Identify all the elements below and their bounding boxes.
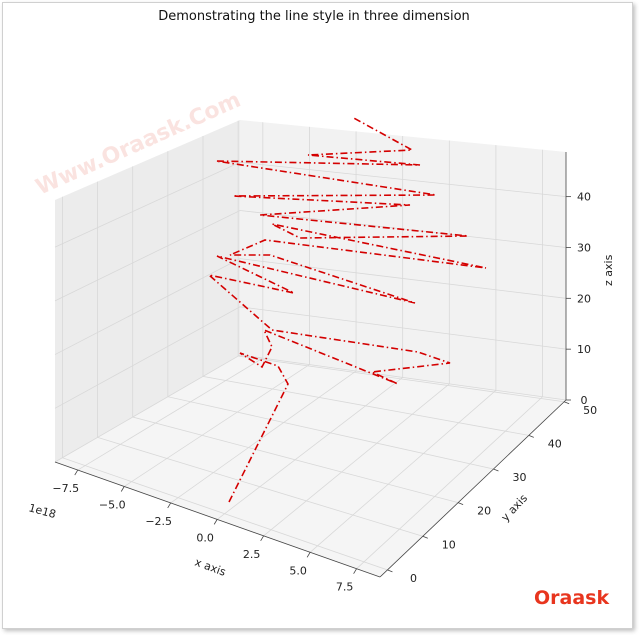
z-grid-line (54, 354, 567, 463)
chart-title: Demonstrating the line style in three di… (158, 9, 470, 24)
x-tick-label: 7.5 (336, 581, 354, 594)
x-tick-label: 0.0 (196, 531, 214, 544)
z-tick-label: 20 (577, 292, 591, 305)
series-layer (206, 116, 487, 503)
oraask-logo: Oraask (534, 587, 609, 609)
y-axis-line (379, 399, 567, 578)
z-tick-label: 0 (581, 394, 588, 407)
y-tick-mark (422, 535, 428, 539)
z-grid-line (54, 258, 567, 355)
x-tick-mark (74, 469, 79, 476)
x-tick-mark (260, 535, 264, 542)
y-tick-label: 20 (477, 505, 491, 518)
x-tick-label: −7.5 (52, 482, 79, 495)
y-tick-label: 40 (548, 437, 562, 450)
z-grid-line (54, 161, 567, 248)
y-tick-mark (563, 401, 570, 405)
x-tick-label: −5.0 (99, 498, 126, 511)
x-tick-label: 5.0 (289, 564, 307, 577)
x-tick-label: 2.5 (243, 548, 261, 561)
x-tick-mark (120, 486, 125, 492)
x-axis-label: x axis (193, 556, 228, 579)
y-tick-label: 30 (512, 471, 526, 484)
left-pane (55, 120, 240, 462)
y-tick-mark (528, 435, 534, 438)
y-tick-mark (493, 468, 499, 472)
x-offset-text: 1e18 (27, 501, 57, 521)
series-line-3d (206, 116, 487, 503)
z-axis-label: z axis (602, 254, 615, 286)
z-tick-label: 40 (577, 191, 591, 204)
z-grid-line (54, 306, 567, 409)
x-tick-mark (306, 552, 311, 558)
y-tick-mark (387, 569, 393, 573)
y-axis-label: y axis (499, 492, 531, 524)
grid-lines (54, 120, 567, 571)
logo-text: Oraask (534, 587, 609, 609)
tick-marks: −7.5−5.0−2.50.02.55.07.50102030405001020… (52, 191, 597, 594)
z-tick-label: 10 (577, 343, 591, 356)
x-tick-mark (213, 519, 218, 525)
y-tick-label: 50 (583, 404, 597, 417)
x-tick-mark (353, 568, 357, 574)
y-tick-label: 0 (410, 572, 417, 585)
z-tick-label: 30 (577, 241, 591, 254)
x-axis-line (54, 461, 381, 578)
x-tick-label: −2.5 (145, 515, 172, 528)
y-tick-mark (457, 502, 464, 506)
y-tick-label: 10 (442, 538, 456, 551)
x-tick-mark (167, 502, 172, 509)
